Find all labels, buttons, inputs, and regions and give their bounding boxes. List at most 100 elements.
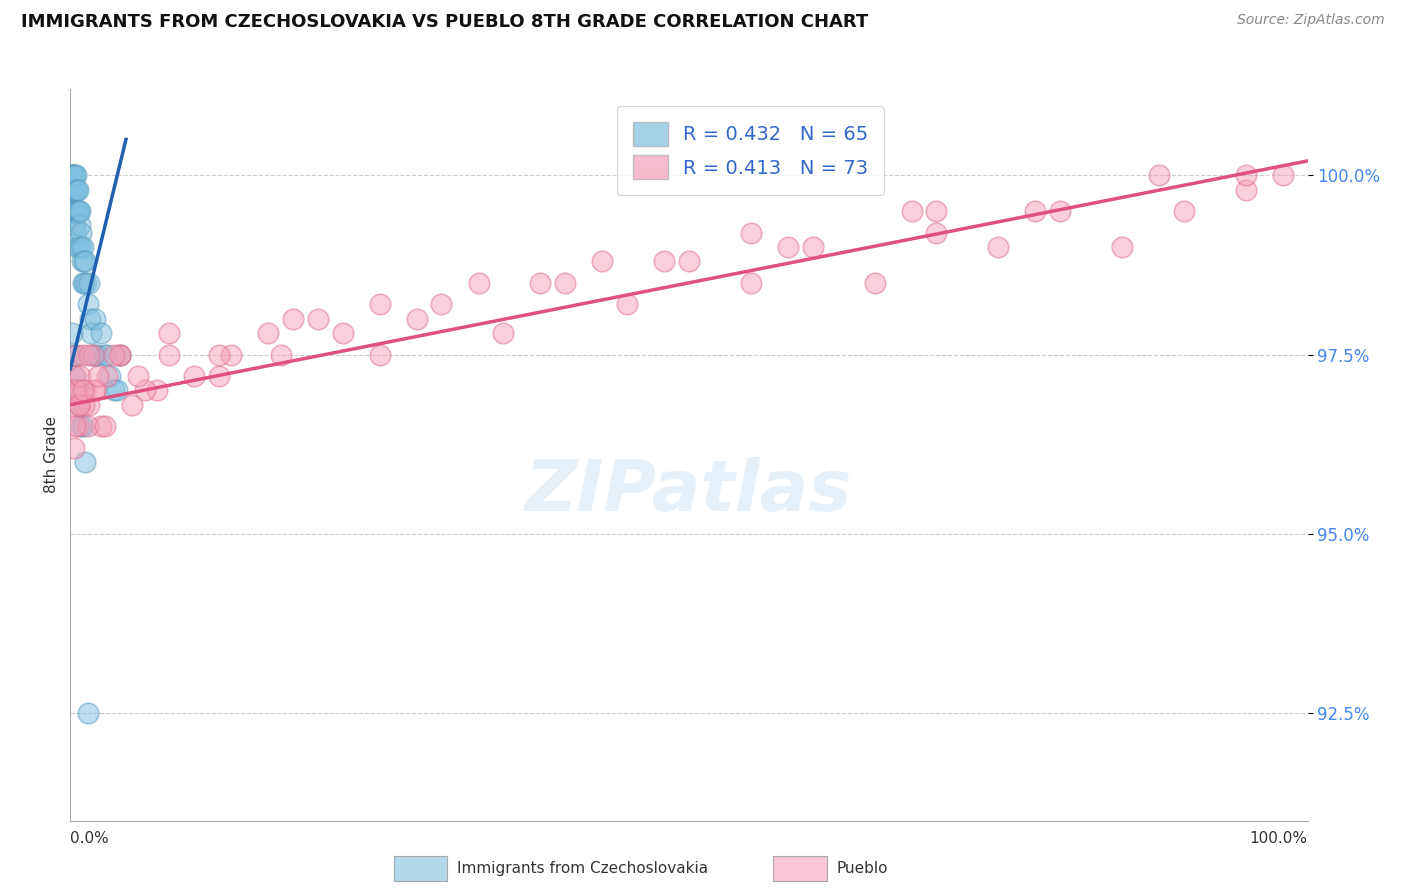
Point: [157, 347, 180, 361]
Point: [103, 384, 125, 398]
Point: [105, 384, 128, 398]
Point: [678, 254, 700, 268]
Point: [70, 240, 93, 254]
Point: [1173, 204, 1195, 219]
Point: [134, 384, 156, 398]
Point: [76, 419, 98, 434]
Point: [63, 183, 86, 197]
Point: [63, 204, 86, 219]
Point: [108, 347, 131, 361]
Point: [1234, 183, 1257, 197]
Point: [77, 276, 100, 290]
Point: [60, 183, 83, 197]
Point: [1271, 168, 1294, 182]
Point: [63, 441, 86, 455]
Point: [108, 347, 131, 361]
Point: [73, 254, 96, 268]
Point: [776, 240, 799, 254]
Point: [307, 311, 329, 326]
Point: [332, 326, 354, 340]
Point: [62, 204, 84, 219]
Point: [66, 204, 89, 219]
Point: [987, 240, 1010, 254]
Point: [62, 204, 84, 219]
Point: [63, 168, 86, 182]
Point: [70, 419, 93, 434]
Point: [529, 276, 551, 290]
Point: [281, 311, 304, 326]
Point: [72, 419, 94, 434]
Point: [75, 455, 97, 469]
Text: ZIPatlas: ZIPatlas: [526, 457, 852, 526]
Point: [82, 347, 104, 361]
Point: [146, 384, 169, 398]
Point: [157, 326, 180, 340]
Point: [77, 398, 100, 412]
Point: [67, 204, 90, 219]
Y-axis label: 8th Grade: 8th Grade: [44, 417, 59, 493]
Text: Pueblo: Pueblo: [837, 862, 889, 876]
Point: [208, 369, 231, 384]
Point: [65, 384, 87, 398]
Point: [69, 384, 91, 398]
Point: [121, 398, 143, 412]
Point: [84, 311, 107, 326]
Point: [98, 369, 121, 384]
Point: [62, 384, 84, 398]
Point: [72, 384, 94, 398]
Point: [740, 226, 762, 240]
Point: [368, 297, 391, 311]
Point: [67, 398, 90, 412]
Point: [65, 226, 87, 240]
Point: [257, 326, 280, 340]
Point: [65, 168, 87, 182]
Point: [86, 347, 108, 361]
Point: [127, 369, 149, 384]
Point: [66, 384, 89, 398]
Point: [616, 297, 638, 311]
Point: [219, 347, 242, 361]
Point: [60, 168, 83, 182]
Text: IMMIGRANTS FROM CZECHOSLOVAKIA VS PUEBLO 8TH GRADE CORRELATION CHART: IMMIGRANTS FROM CZECHOSLOVAKIA VS PUEBLO…: [21, 13, 869, 31]
Point: [67, 204, 90, 219]
Point: [591, 254, 613, 268]
Point: [740, 276, 762, 290]
Point: [65, 347, 87, 361]
Text: Source: ZipAtlas.com: Source: ZipAtlas.com: [1237, 13, 1385, 28]
Point: [801, 240, 824, 254]
Point: [77, 347, 100, 361]
Point: [63, 219, 86, 233]
Point: [75, 276, 97, 290]
Point: [90, 419, 112, 434]
Point: [72, 240, 94, 254]
Point: [1111, 240, 1133, 254]
Text: 0.0%: 0.0%: [70, 831, 110, 847]
Point: [69, 226, 91, 240]
Point: [94, 419, 117, 434]
Point: [1234, 168, 1257, 182]
Point: [96, 369, 118, 384]
Point: [1024, 204, 1046, 219]
Point: [96, 347, 118, 361]
Point: [183, 369, 205, 384]
Point: [208, 347, 231, 361]
Point: [62, 347, 84, 361]
Point: [270, 347, 292, 361]
Point: [72, 276, 94, 290]
Point: [62, 183, 84, 197]
Text: 100.0%: 100.0%: [1250, 831, 1308, 847]
Point: [1147, 168, 1170, 182]
Point: [108, 347, 131, 361]
Point: [65, 183, 87, 197]
Point: [72, 347, 94, 361]
Point: [65, 204, 87, 219]
Point: [62, 183, 84, 197]
Point: [76, 297, 98, 311]
Point: [86, 369, 108, 384]
Point: [75, 254, 97, 268]
Point: [65, 347, 87, 361]
Point: [73, 398, 96, 412]
Point: [66, 183, 89, 197]
Point: [80, 326, 103, 340]
Point: [66, 183, 89, 197]
